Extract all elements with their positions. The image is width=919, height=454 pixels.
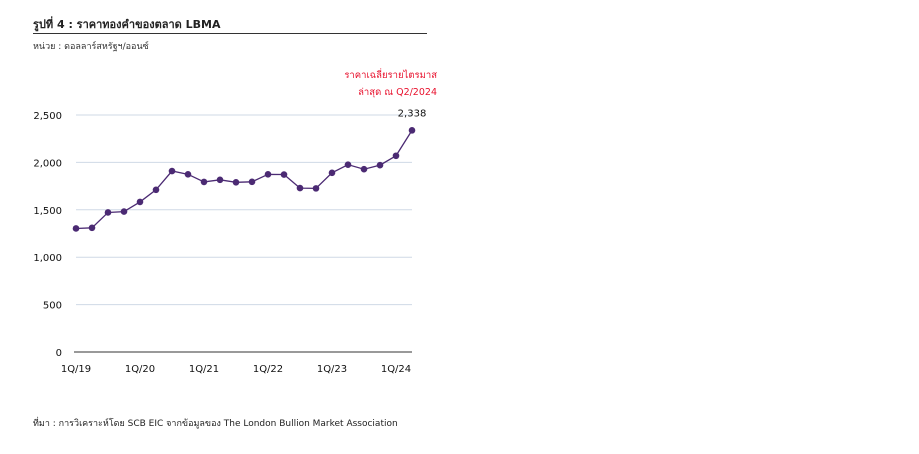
y-tick-label: 2,000 xyxy=(33,158,62,169)
data-point xyxy=(104,209,112,216)
data-point xyxy=(408,127,416,134)
y-tick-label: 2,500 xyxy=(33,111,62,122)
x-tick-label: 1Q/19 xyxy=(61,364,91,375)
unit-label: หน่วย : ดอลลาร์สหรัฐฯ/ออนซ์ xyxy=(33,42,149,52)
data-point xyxy=(136,198,144,206)
figure-title: รูปที่ 4 : ราคาทองคำของตลาด LBMA xyxy=(33,18,221,31)
data-point xyxy=(344,161,352,168)
x-tick-label: 1Q/24 xyxy=(381,364,411,375)
x-tick-label: 1Q/21 xyxy=(189,364,219,375)
y-tick-label: 1,000 xyxy=(33,253,62,264)
source-note: ที่มา : การวิเคราะห์โดย SCB EIC จากข้อมู… xyxy=(33,419,398,429)
x-tick-label: 1Q/22 xyxy=(253,364,283,375)
data-point xyxy=(248,178,256,186)
data-point xyxy=(264,171,272,178)
data-point xyxy=(168,167,176,175)
x-tick-label: 1Q/23 xyxy=(317,364,347,375)
data-point xyxy=(152,186,160,194)
data-point xyxy=(200,178,208,186)
data-point xyxy=(184,171,192,178)
y-tick-label: 0 xyxy=(56,348,62,359)
data-point xyxy=(392,152,400,160)
title-divider xyxy=(33,33,427,34)
data-point xyxy=(120,208,128,215)
data-point xyxy=(232,179,240,186)
data-point xyxy=(296,184,304,192)
annotation-text: ราคาเฉลี่ยรายไตรมาส xyxy=(344,68,437,81)
data-point xyxy=(328,169,336,177)
data-point xyxy=(312,185,320,192)
data-point xyxy=(88,224,96,232)
data-point xyxy=(360,165,368,173)
data-point xyxy=(216,176,224,184)
y-tick-label: 500 xyxy=(43,301,62,312)
data-point xyxy=(280,171,288,178)
x-tick-label: 1Q/20 xyxy=(125,364,155,375)
data-label-last: 2,338 xyxy=(398,108,427,119)
y-tick-label: 1,500 xyxy=(33,206,62,217)
annotation-text: ล่าสุด ณ Q2/2024 xyxy=(358,87,437,98)
series-line xyxy=(75,130,413,230)
data-point xyxy=(376,161,384,169)
data-point xyxy=(72,225,80,232)
